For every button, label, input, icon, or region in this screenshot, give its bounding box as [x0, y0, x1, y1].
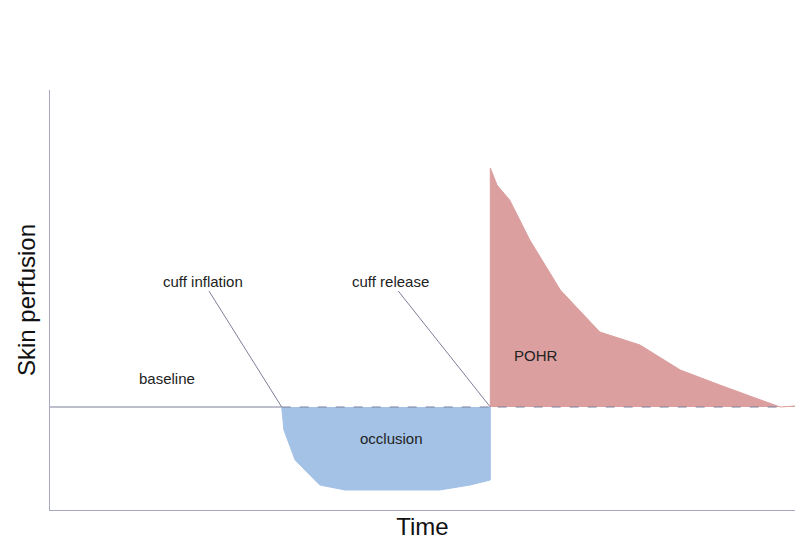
svg-text:cuff release: cuff release — [352, 273, 429, 290]
svg-text:baseline: baseline — [139, 370, 195, 387]
svg-text:Time: Time — [396, 513, 448, 540]
svg-text:cuff inflation: cuff inflation — [163, 273, 243, 290]
svg-text:occlusion: occlusion — [360, 430, 423, 447]
svg-text:POHR: POHR — [514, 347, 558, 364]
svg-text:Skin perfusion: Skin perfusion — [13, 224, 40, 376]
